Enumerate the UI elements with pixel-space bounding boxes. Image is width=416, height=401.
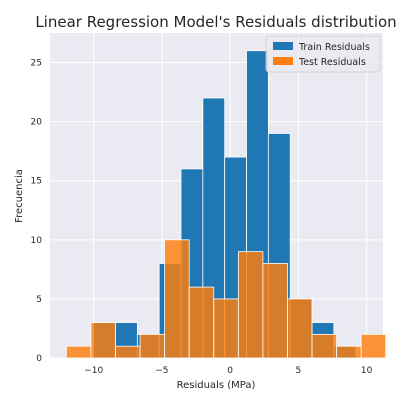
y-tick-label: 0 xyxy=(36,354,42,364)
histogram-bar xyxy=(139,333,166,359)
x-tick-label: 5 xyxy=(296,366,302,376)
legend-swatch xyxy=(273,57,293,65)
axis-ticks: 0 5 10 15 20 25 −10 −5 0 5 10 xyxy=(31,59,373,376)
x-tick-label: 10 xyxy=(361,366,373,376)
x-tick-label: −5 xyxy=(155,366,168,376)
chart-title: Linear Regression Model's Residuals dist… xyxy=(35,13,396,31)
histogram-bar xyxy=(262,263,288,359)
legend-swatch xyxy=(273,42,293,50)
legend-entry: Test Residuals xyxy=(298,57,366,68)
legend-frame xyxy=(265,35,381,73)
y-tick-label: 10 xyxy=(31,236,43,246)
y-tick-label: 20 xyxy=(31,118,43,128)
histogram-bars xyxy=(65,50,387,359)
x-axis-label: Residuals (MPa) xyxy=(177,380,256,391)
histogram-bar xyxy=(336,345,362,359)
histogram-bar xyxy=(164,239,190,359)
histogram-bar xyxy=(287,298,313,359)
x-tick-label: −10 xyxy=(84,366,103,376)
y-tick-label: 5 xyxy=(36,295,42,305)
histogram-bar xyxy=(213,298,239,359)
y-tick-label: 15 xyxy=(31,177,42,187)
x-tick-label: 0 xyxy=(227,366,233,376)
legend-entry: Train Residuals xyxy=(298,42,370,53)
y-tick-label: 25 xyxy=(31,59,42,69)
histogram-bar xyxy=(311,333,337,359)
y-axis-label: Frecuencia xyxy=(14,169,25,223)
histogram-bar xyxy=(115,345,141,359)
legend: Train Residuals Test Residuals xyxy=(265,35,381,73)
histogram-bar xyxy=(237,251,264,359)
series-test-bars xyxy=(65,239,387,359)
histogram-bar xyxy=(90,322,116,359)
histogram-bar xyxy=(360,333,387,359)
histogram-bar xyxy=(65,345,92,359)
histogram-bar xyxy=(188,286,215,359)
